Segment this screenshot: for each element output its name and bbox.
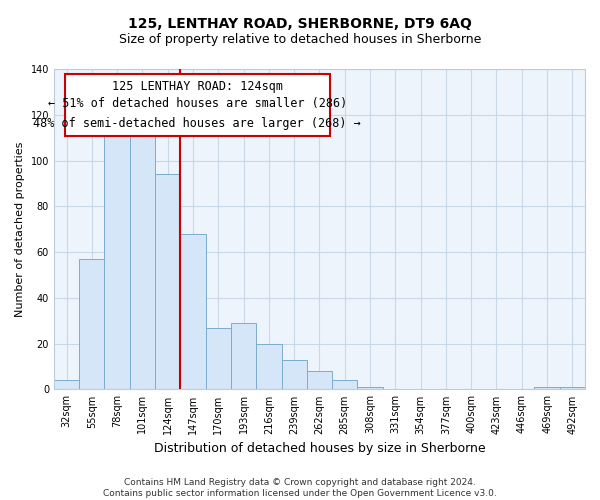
Bar: [206, 328, 231, 390]
Bar: [560, 387, 585, 390]
Text: 125 LENTHAY ROAD: 124sqm: 125 LENTHAY ROAD: 124sqm: [112, 80, 283, 93]
Bar: [130, 124, 155, 390]
Text: ← 51% of detached houses are smaller (286): ← 51% of detached houses are smaller (28…: [47, 96, 347, 110]
Y-axis label: Number of detached properties: Number of detached properties: [15, 142, 25, 317]
Text: 48% of semi-detached houses are larger (268) →: 48% of semi-detached houses are larger (…: [34, 116, 361, 130]
FancyBboxPatch shape: [65, 74, 330, 136]
Bar: [535, 387, 560, 390]
Bar: [155, 174, 181, 390]
Bar: [54, 380, 79, 390]
Bar: [104, 128, 130, 390]
Bar: [79, 259, 104, 390]
X-axis label: Distribution of detached houses by size in Sherborne: Distribution of detached houses by size …: [154, 442, 485, 455]
Text: 125, LENTHAY ROAD, SHERBORNE, DT9 6AQ: 125, LENTHAY ROAD, SHERBORNE, DT9 6AQ: [128, 18, 472, 32]
Text: Contains HM Land Registry data © Crown copyright and database right 2024.
Contai: Contains HM Land Registry data © Crown c…: [103, 478, 497, 498]
Bar: [307, 371, 332, 390]
Bar: [358, 387, 383, 390]
Bar: [332, 380, 358, 390]
Bar: [231, 323, 256, 390]
Text: Size of property relative to detached houses in Sherborne: Size of property relative to detached ho…: [119, 32, 481, 46]
Bar: [256, 344, 281, 390]
Bar: [181, 234, 206, 390]
Bar: [281, 360, 307, 390]
